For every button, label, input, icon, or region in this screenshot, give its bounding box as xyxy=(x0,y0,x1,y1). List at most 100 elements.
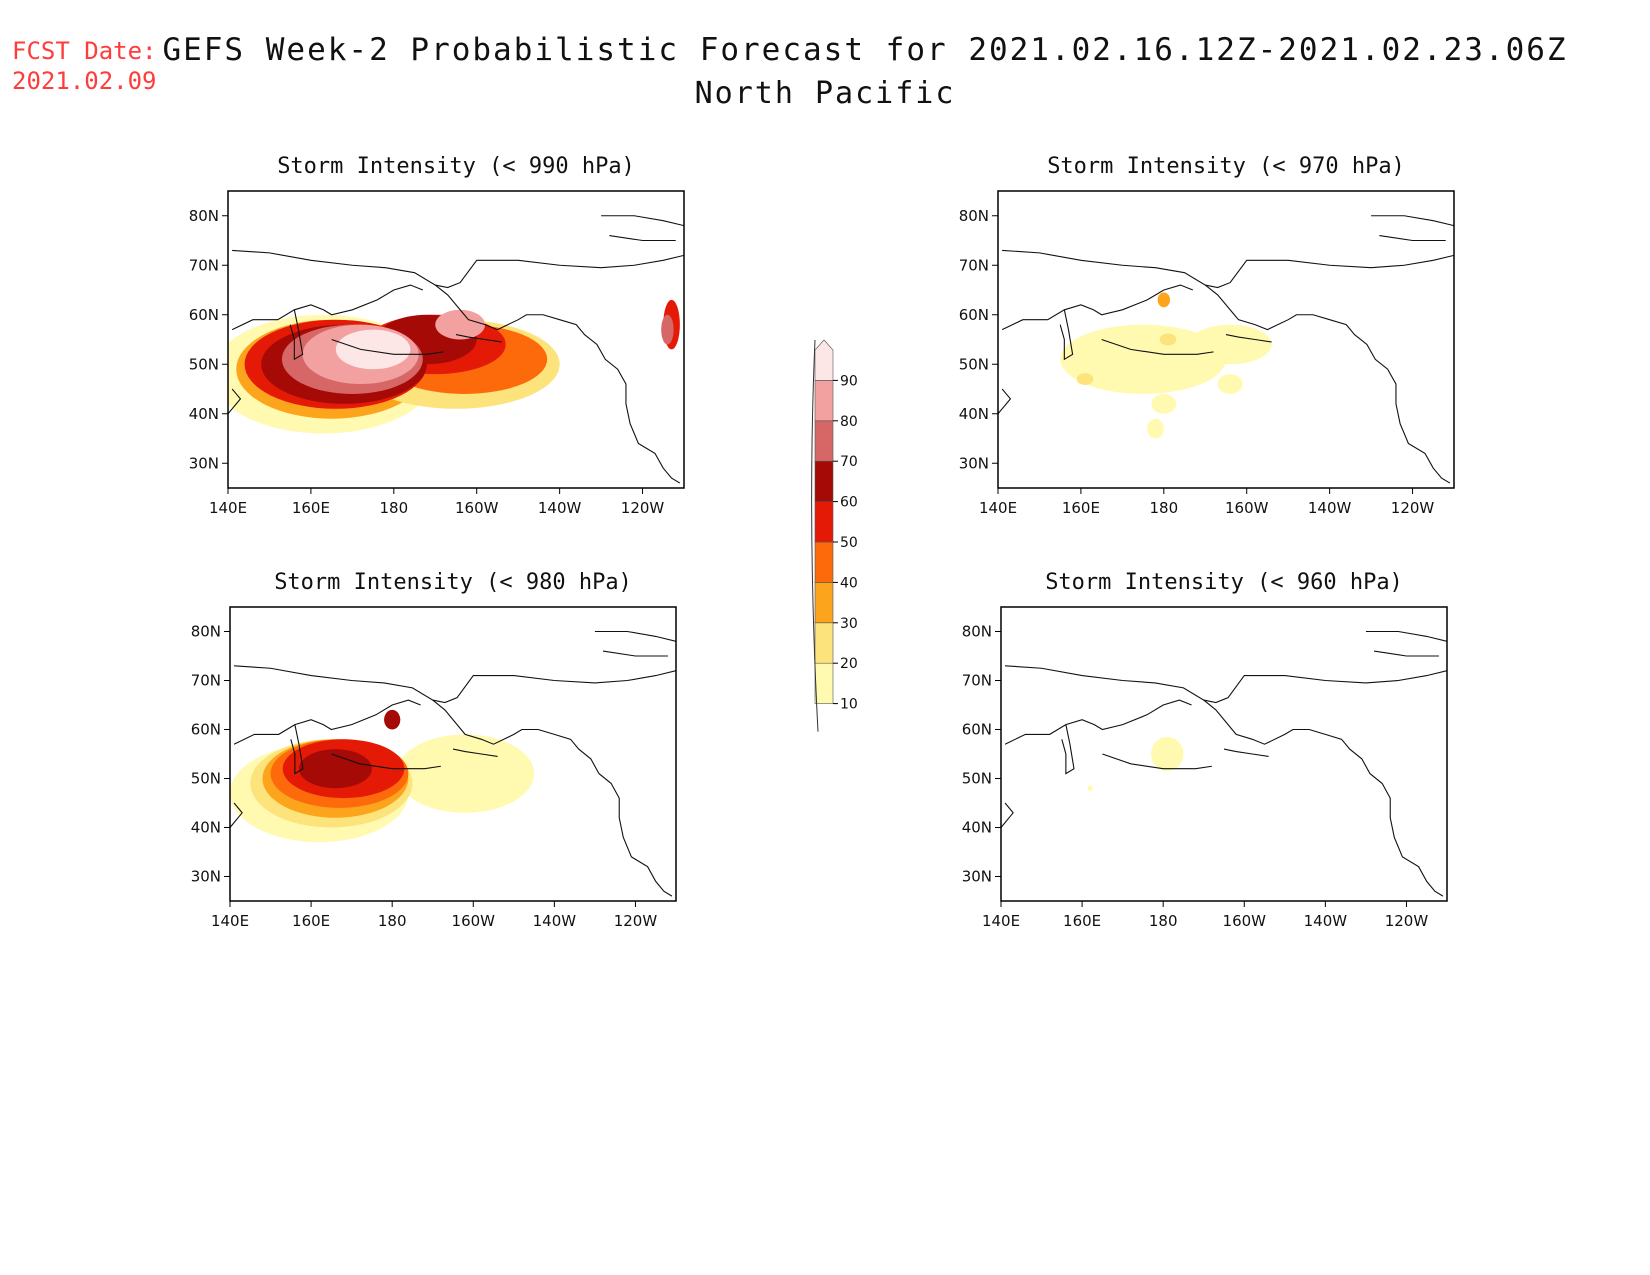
coastline xyxy=(289,309,304,361)
lon-tick-label: 160W xyxy=(455,499,499,517)
probability-area-60 xyxy=(298,749,372,789)
lat-tick-label: 30N xyxy=(191,868,221,886)
colorbar: 10 20 30 40 50 60 70 80 90 xyxy=(811,339,858,732)
map-frame xyxy=(1000,606,1448,902)
map-panel-4: Storm Intensity (< 960 hPa) 30N 40N 50N 60N 7… xyxy=(962,570,1448,930)
probability-area-10 xyxy=(1188,324,1272,365)
lat-tick-label: 70N xyxy=(191,672,221,690)
probability-area-10 xyxy=(1147,418,1164,439)
probability-area-70 xyxy=(661,314,674,345)
coastline xyxy=(331,753,441,770)
lat-tick-label: 70N xyxy=(189,256,219,274)
coastline xyxy=(1061,724,1075,775)
colorbar-segment xyxy=(814,622,834,664)
colorbar-label: 10 xyxy=(840,697,858,713)
coastline xyxy=(290,724,304,775)
lon-tick-label: 160W xyxy=(452,912,496,930)
colorbar-label: 70 xyxy=(840,454,858,470)
lon-tick-label: 140E xyxy=(209,499,247,517)
coastline xyxy=(452,748,498,757)
lon-tick-label: 180 xyxy=(379,499,408,517)
lat-tick-label: 30N xyxy=(959,454,989,472)
coastline xyxy=(1002,249,1454,289)
coastline xyxy=(234,665,676,704)
coastline xyxy=(331,338,444,355)
lat-tick-label: 60N xyxy=(959,306,989,324)
lon-tick-label: 140E xyxy=(982,912,1020,930)
map-frame xyxy=(997,190,1455,489)
lon-tick-label: 160W xyxy=(1223,912,1267,930)
coastline xyxy=(998,388,1012,415)
lat-tick-label: 80N xyxy=(191,623,221,641)
probability-area-10 xyxy=(1217,374,1243,394)
lat-tick-label: 60N xyxy=(191,721,221,739)
panel-title: Storm Intensity (< 970 hPa) xyxy=(1047,154,1405,179)
coastline xyxy=(609,235,676,242)
coastline xyxy=(601,215,684,227)
coastline xyxy=(1223,748,1269,757)
coastline xyxy=(1001,802,1014,828)
map-frame xyxy=(227,190,685,489)
lat-tick-label: 70N xyxy=(959,256,989,274)
lon-tick-label: 180 xyxy=(1149,499,1178,517)
coastline xyxy=(594,630,676,642)
lat-tick-label: 60N xyxy=(189,306,219,324)
map-panel-1: Storm Intensity (< 990 hPa) 30N 40N 50N 60N 7… xyxy=(189,154,685,517)
probability-area-10 xyxy=(1151,736,1184,772)
coastline xyxy=(1059,309,1074,361)
lon-tick-label: 160E xyxy=(1062,499,1100,517)
map-frame xyxy=(229,606,677,902)
coastline xyxy=(1102,753,1212,770)
probability-area-30 xyxy=(1157,292,1171,308)
lat-tick-label: 80N xyxy=(962,623,992,641)
lon-tick-label: 180 xyxy=(1149,912,1178,930)
panel-title: Storm Intensity (< 980 hPa) xyxy=(274,570,632,595)
coastline xyxy=(1005,665,1447,704)
colorbar-segment xyxy=(814,582,834,624)
forecast-date-label: FCST Date: xyxy=(12,37,157,65)
coastline xyxy=(231,284,424,331)
lat-tick-label: 50N xyxy=(959,355,989,373)
lon-tick-label: 140E xyxy=(979,499,1017,517)
coastline xyxy=(1365,630,1447,642)
lon-tick-label: 140W xyxy=(538,499,582,517)
region-subtitle: North Pacific xyxy=(694,76,956,111)
coastline xyxy=(455,334,502,343)
lat-tick-label: 50N xyxy=(962,770,992,788)
lat-tick-label: 60N xyxy=(962,721,992,739)
coastline xyxy=(1379,235,1446,242)
coastline xyxy=(228,388,242,415)
main-title: GEFS Week-2 Probabilistic Forecast for 2… xyxy=(162,32,1568,68)
lat-tick-label: 80N xyxy=(959,207,989,225)
forecast-date-value: 2021.02.09 xyxy=(12,67,157,95)
colorbar-segment xyxy=(814,662,834,704)
probability-area-10 xyxy=(396,734,535,813)
lat-tick-label: 50N xyxy=(189,355,219,373)
colorbar-label: 90 xyxy=(840,373,858,389)
lat-tick-label: 80N xyxy=(189,207,219,225)
colorbar-segment xyxy=(814,541,834,583)
forecast-date: FCST Date: 2021.02.09 xyxy=(12,36,157,96)
coastline xyxy=(1004,699,1192,745)
coastline xyxy=(232,249,684,289)
lon-tick-label: 180 xyxy=(378,912,407,930)
lon-tick-label: 160E xyxy=(292,499,330,517)
coastline xyxy=(1001,284,1194,331)
colorbar-label: 20 xyxy=(840,656,858,672)
probability-area-60 xyxy=(384,709,401,730)
probability-area-20 xyxy=(1076,373,1094,386)
probability-area-10 xyxy=(1060,324,1226,394)
lon-tick-label: 160E xyxy=(292,912,330,930)
lat-tick-label: 40N xyxy=(189,405,219,423)
coastline xyxy=(1371,215,1454,227)
coastline xyxy=(1204,284,1451,484)
lon-tick-label: 120W xyxy=(614,912,658,930)
lat-tick-label: 40N xyxy=(191,819,221,837)
map-panel-2: Storm Intensity (< 970 hPa) 30N 40N 50N 60N 7… xyxy=(959,154,1455,517)
colorbar-label: 60 xyxy=(840,495,858,511)
coastline xyxy=(233,699,421,745)
colorbar-segment xyxy=(814,420,834,462)
lon-tick-label: 140W xyxy=(533,912,577,930)
probability-area-10 xyxy=(1151,393,1177,414)
probability-area-10 xyxy=(1087,785,1093,792)
